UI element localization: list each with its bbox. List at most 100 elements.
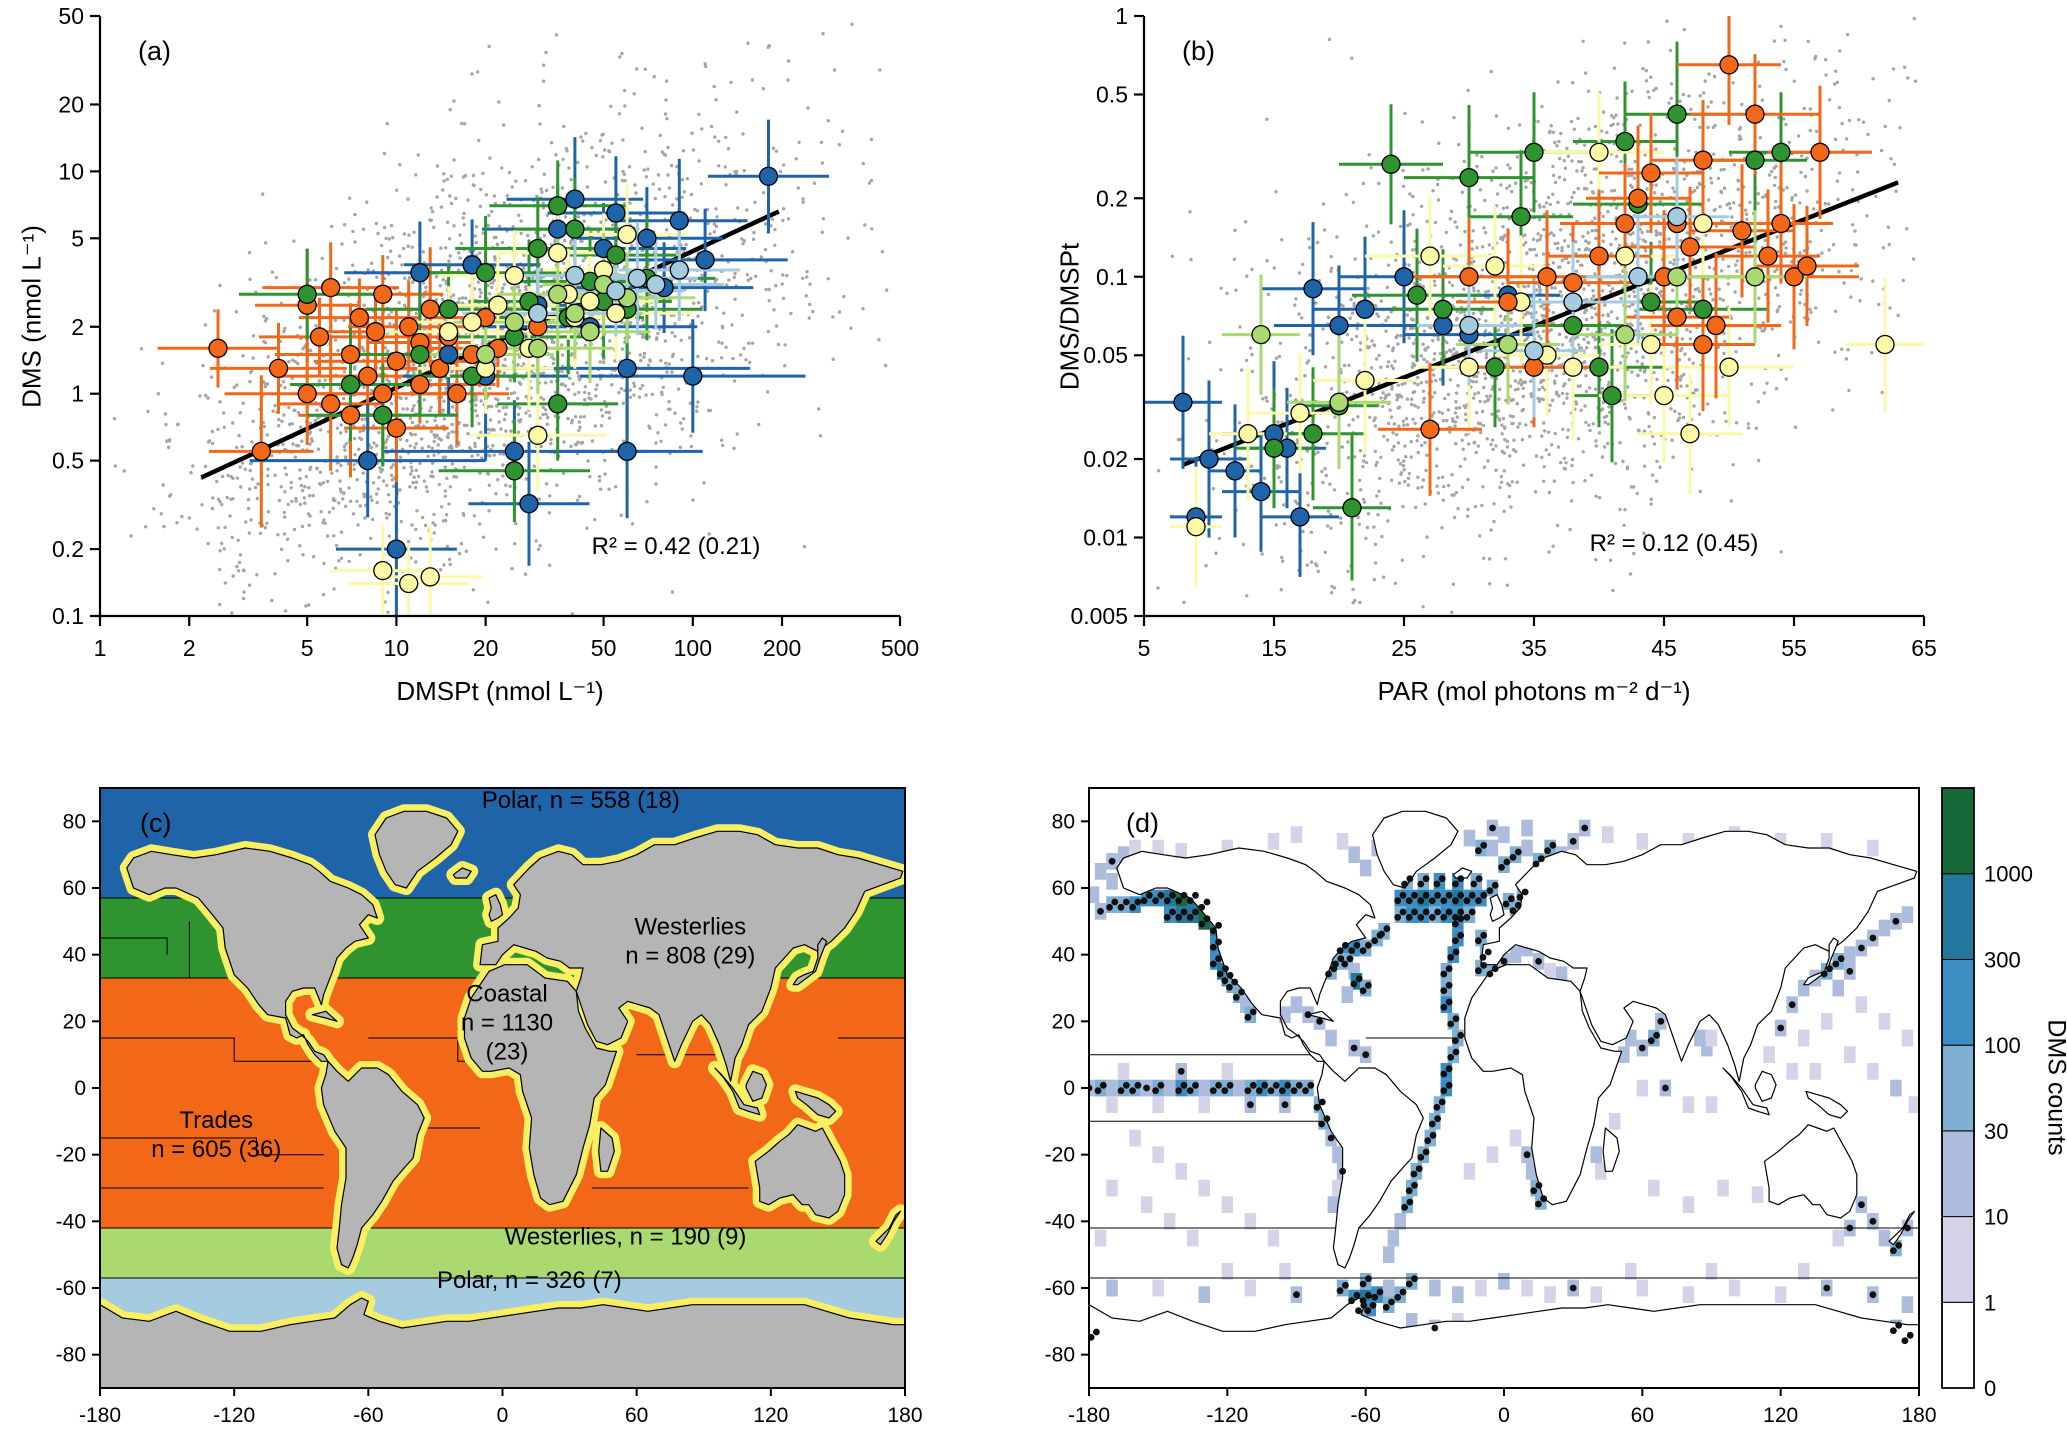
lon-tick-label: 0	[497, 1404, 509, 1427]
y-tick-label: 1	[71, 381, 84, 407]
panel-a-ylabel: DMS (nmol L⁻¹)	[16, 225, 47, 408]
trades-label: n = 605 (36)	[151, 1136, 281, 1163]
colorbar-tick-label: 1000	[1984, 862, 2033, 887]
colorbar-tick-label: 10	[1984, 1205, 2008, 1230]
colorbar-tick-label: 30	[1984, 1119, 2008, 1144]
land-australia	[754, 1124, 846, 1219]
lat-tick-label: -40	[56, 1210, 86, 1233]
lon-tick-label: -180	[79, 1404, 121, 1427]
panel-a-tag: (a)	[138, 36, 171, 66]
y-tick-label: 0.005	[1070, 603, 1128, 629]
y-tick-label: 5	[71, 225, 84, 251]
x-tick-label: 25	[1391, 635, 1417, 661]
panel-b-ylabel: DMS/DMSPt	[1054, 242, 1085, 391]
x-tick-label: 5	[301, 635, 314, 661]
lat-tick-label: -80	[1045, 1344, 1075, 1367]
x-tick-label: 100	[674, 635, 712, 661]
land-madagascar	[598, 1127, 615, 1172]
colorbar-tick-label: 300	[1984, 947, 2021, 972]
x-tick-label: 200	[763, 635, 801, 661]
land-north-america	[126, 847, 378, 1062]
polar-north-label: Polar, n = 558 (18)	[482, 787, 680, 814]
lon-tick-label: 120	[753, 1404, 788, 1427]
panel-d-map: -180 -120 -60 0 60 120 180 80 60 40 20 0 -20 -40 -60 -8…	[1045, 787, 2033, 1427]
colorbar-title: DMS counts	[2042, 1019, 2067, 1156]
x-tick-label: 15	[1261, 635, 1287, 661]
colorbar-tick-label: 100	[1984, 1033, 2021, 1058]
colorbar-segment	[1941, 1301, 1975, 1389]
colorbar-tick-label: 1	[1984, 1290, 1996, 1315]
panel-b-plot: 5 15 25 35 45 55 65 0.005 0.01 0.02 0.05 0.1 0.2 0.5 1	[1070, 3, 1937, 661]
points-polar-n	[1173, 267, 1518, 527]
lat-tick-label: 40	[63, 944, 86, 967]
lat-tick-label: -80	[56, 1344, 86, 1367]
land-south-america	[1316, 1060, 1424, 1269]
lon-tick-label: -60	[353, 1404, 383, 1427]
westerlies-north-label: Westerlies	[635, 914, 747, 941]
colorbar-segment	[1941, 1044, 1975, 1132]
y-tick-label: 0.5	[1096, 81, 1128, 107]
colorbar-segment	[1941, 873, 1975, 960]
land-cuba	[311, 1010, 338, 1022]
colorbar-segment	[1941, 958, 1975, 1046]
y-tick-label: 10	[58, 158, 84, 184]
colorbar-segment	[1941, 787, 1975, 875]
panel-a-plot: 1 2 5 10 20 50 100 200 500 0.1 0.2 0.5 1 2 5 10 20 50	[52, 3, 919, 661]
province-boundary	[100, 1037, 324, 1062]
points-trades	[1420, 55, 1830, 439]
land-iceland	[452, 867, 472, 879]
panel-b-tag: (b)	[1182, 36, 1215, 66]
lon-tick-label: -120	[1206, 1404, 1248, 1427]
y-tick-label: 50	[58, 3, 84, 29]
points-coastal	[1186, 142, 1895, 537]
y-tick-label: 0.05	[1083, 342, 1128, 368]
westerlies-north-label: n = 808 (29)	[625, 943, 755, 970]
lat-tick-label: -60	[1045, 1277, 1075, 1300]
land-british-isles	[488, 894, 504, 922]
x-tick-label: 2	[183, 635, 196, 661]
land-australia	[1763, 1124, 1858, 1219]
y-tick-label: 0.2	[1096, 185, 1128, 211]
trades-label: Trades	[179, 1107, 253, 1134]
land-madagascar	[1602, 1127, 1620, 1172]
land-cuba	[1307, 1010, 1334, 1022]
points-polar-s	[528, 260, 689, 323]
x-tick-label: 65	[1911, 635, 1937, 661]
panel-b-r2: R² = 0.12 (0.45)	[1589, 530, 1759, 557]
lon-tick-label: -180	[1068, 1404, 1110, 1427]
x-tick-label: 5	[1138, 635, 1151, 661]
points-westerlies-s	[1251, 267, 1765, 412]
lon-tick-label: 60	[625, 1404, 648, 1427]
panel-a-xlabel: DMSPt (nmol L⁻¹)	[396, 676, 604, 706]
x-tick-label: 20	[473, 635, 499, 661]
biome-band-westerlies-south	[100, 1228, 905, 1278]
y-tick-label: 0.2	[52, 536, 84, 562]
lat-tick-label: -60	[56, 1277, 86, 1300]
land-borneo	[1754, 1070, 1777, 1102]
westerlies-south-label: Westerlies, n = 190 (9)	[505, 1224, 747, 1251]
coastal-label: (23)	[486, 1038, 529, 1065]
lat-tick-label: 40	[1052, 944, 1075, 967]
colorbar-tick-label: 0	[1984, 1376, 1996, 1401]
panel-d-tag: (d)	[1126, 808, 1159, 838]
lat-tick-label: -20	[1045, 1144, 1075, 1167]
panel-d: -180 -120 -60 0 60 120 180 80 60 40 20 0 -20 -40 -60 -8…	[1034, 724, 2067, 1448]
province-boundary	[100, 1137, 324, 1156]
lon-tick-label: -120	[213, 1404, 255, 1427]
y-tick-label: 0.01	[1083, 525, 1128, 551]
lat-tick-label: -40	[1045, 1210, 1075, 1233]
panel-a-r2: R² = 0.42 (0.21)	[591, 533, 761, 560]
sample-dots	[1089, 824, 1914, 1345]
lat-tick-label: 80	[63, 810, 86, 833]
plot-area	[112, 22, 889, 616]
lat-tick-label: 60	[63, 877, 86, 900]
coastal-label: Coastal	[466, 980, 547, 1007]
y-tick-label: 2	[71, 314, 84, 340]
plot-area	[1144, 16, 1924, 614]
y-tick-label: 0.5	[52, 448, 84, 474]
background-cloud	[1156, 16, 1918, 614]
map-area	[1089, 788, 1919, 1388]
